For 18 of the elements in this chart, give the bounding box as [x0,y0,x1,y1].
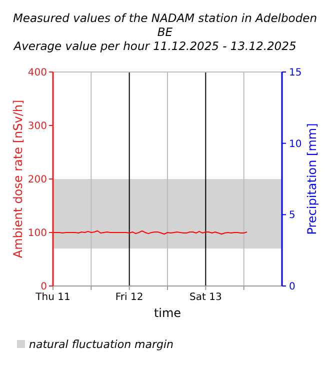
x-axis-title: time [154,306,182,320]
y-tick-label: 400 [28,68,47,78]
x-tick-label: Fri 12 [115,292,144,303]
y2-tick-label: 10 [289,138,302,150]
y-tick-label: 200 [28,174,47,186]
x-tick-label: Thu 11 [34,292,70,303]
y2-tick-label: 5 [289,210,296,222]
y2-axis-title: Precipitation [mm] [305,123,319,235]
chart-subtitle: Average value per hour 11.12.2025 - 13.12.2025 [12,39,296,53]
y2-tick-label: 0 [289,282,296,292]
chart-title: Measured values of the NADAM station in Adelboden BE [13,11,317,39]
legend-label: natural fluctuation margin [29,338,174,351]
x-tick-label: Sat 13 [190,292,222,303]
y2-tick-label: 15 [289,68,302,78]
y-tick-label: 100 [28,228,47,239]
y-axis-title: Ambient dose rate [nSv/h] [11,100,25,258]
y-tick-label: 300 [28,121,47,132]
y-tick-label: 0 [40,282,47,292]
